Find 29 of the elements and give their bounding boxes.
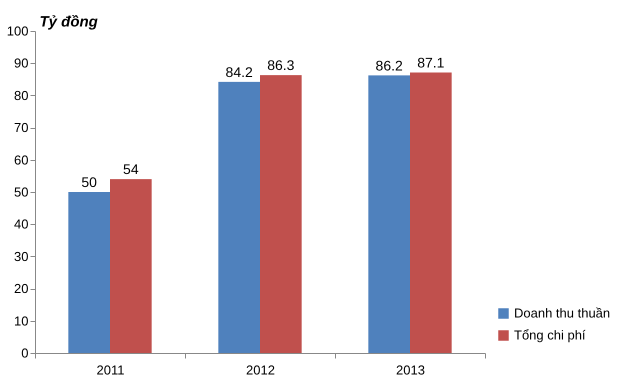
y-tick-label: 20 xyxy=(14,281,28,296)
bar xyxy=(110,179,152,353)
y-tick-label: 0 xyxy=(21,346,28,360)
y-tick-label: 50 xyxy=(14,184,28,200)
legend-label: Doanh thu thuần xyxy=(514,306,610,320)
bar xyxy=(368,75,410,353)
y-tick-label: 70 xyxy=(14,120,28,136)
y-tick-label: 100 xyxy=(6,24,28,38)
data-label: 54 xyxy=(123,161,139,178)
x-tick-label: 2013 xyxy=(396,362,425,378)
data-label: 50 xyxy=(81,174,98,190)
y-axis-title: Tỷ đồng xyxy=(40,14,98,30)
y-tick-label: 40 xyxy=(14,216,28,232)
bar xyxy=(260,75,302,353)
legend-label: Tổng chi phí xyxy=(514,328,586,342)
data-label: 87.1 xyxy=(417,54,445,71)
bar xyxy=(68,192,110,353)
y-tick-label: 90 xyxy=(14,56,28,71)
bar xyxy=(218,82,260,353)
data-label: 86.2 xyxy=(376,57,404,74)
y-tick-label: 30 xyxy=(14,248,28,264)
data-label: 86.3 xyxy=(267,57,295,74)
y-tick-label: 60 xyxy=(14,152,28,168)
data-label: 84.2 xyxy=(226,64,254,80)
x-tick-label: 2012 xyxy=(246,362,275,378)
bar xyxy=(410,72,452,353)
y-tick-label: 80 xyxy=(14,88,28,103)
x-tick-label: 2011 xyxy=(96,362,124,378)
y-tick-label: 10 xyxy=(14,313,28,328)
